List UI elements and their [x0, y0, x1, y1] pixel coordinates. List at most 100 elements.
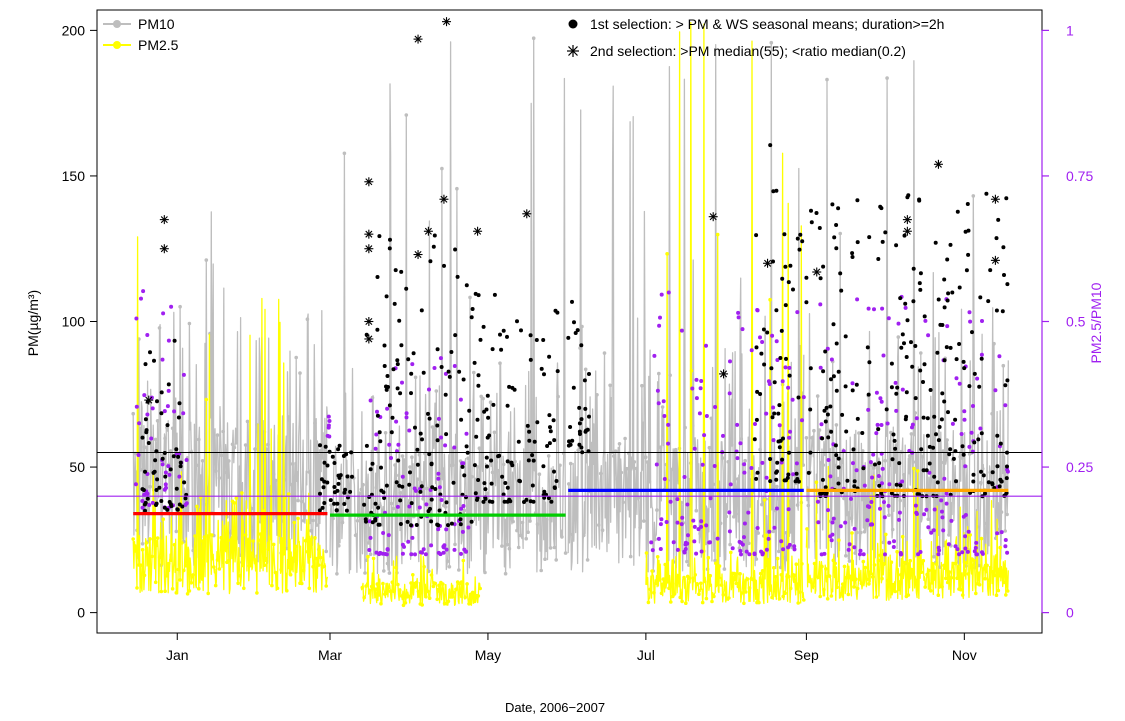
series-1st-selection-point — [395, 386, 400, 391]
series-1st-selection-point — [165, 423, 170, 428]
series-1st-selection-point — [568, 425, 573, 429]
series-1st-selection-point — [957, 285, 962, 290]
series-pm2-5-point — [277, 533, 282, 537]
series-pm10-point — [443, 505, 448, 509]
series-pm2-5-point — [364, 584, 368, 588]
series-pm2-5-point — [138, 563, 143, 567]
series-pm2-5-pm10-point — [869, 500, 874, 504]
series-pm2-5-pm10-point — [945, 324, 950, 329]
series-pm2-5-point — [401, 603, 406, 608]
series-1st-selection-point — [344, 452, 349, 457]
series-1st-selection-point — [797, 247, 802, 252]
series-pm2-5-point — [435, 597, 440, 602]
series-pm2-5-pm10-point — [708, 496, 713, 501]
series-pm2-5-point — [682, 575, 686, 580]
series-pm2-5-pm10-point — [838, 524, 843, 529]
series-pm2-5-pm10-point — [137, 421, 142, 426]
series-pm2-5-point — [919, 570, 924, 574]
series-pm10-point — [698, 531, 702, 536]
series-pm10-point — [300, 499, 304, 504]
series-pm2-5-point — [313, 536, 317, 540]
series-1st-selection-point — [840, 412, 845, 417]
series-pm2-5-point — [753, 579, 757, 583]
series-pm2-5-pm10-point — [413, 488, 418, 493]
series-1st-selection-point — [464, 444, 469, 449]
series-pm10-point — [404, 113, 409, 117]
series-1st-selection-point — [398, 522, 403, 526]
series-pm2-5-pm10-point — [407, 504, 412, 509]
series-pm10-point — [726, 460, 730, 464]
series-pm2-5-point — [949, 576, 954, 580]
series-pm2-5-point — [429, 573, 434, 577]
series-1st-selection-point — [575, 328, 580, 333]
series-pm2-5-pm10-point — [887, 482, 892, 487]
series-pm2-5-point — [715, 232, 720, 237]
series-1st-selection-point — [486, 415, 491, 420]
series-pm2-5-point — [219, 535, 224, 540]
series-pm2-5-pm10-point — [692, 446, 697, 451]
series-1st-selection-point — [878, 204, 883, 209]
series-pm10-point — [355, 519, 360, 523]
series-pm10-point — [526, 530, 530, 534]
series-pm2-5-point — [206, 591, 210, 596]
series-pm10-point — [528, 519, 532, 523]
series-pm2-5-pm10-point — [671, 540, 676, 545]
series-pm10-point — [597, 523, 601, 527]
series-pm10-point — [228, 531, 233, 535]
series-pm10-point — [855, 530, 859, 535]
series-pm2-5-point — [461, 558, 466, 563]
series-1st-selection-point — [768, 457, 773, 461]
series-pm2-5-point — [238, 574, 242, 578]
series-1st-selection-point — [178, 464, 183, 469]
series-pm2-5-pm10-point — [410, 535, 415, 540]
series-1st-selection-point — [852, 484, 857, 489]
series-pm2-5-point — [880, 576, 884, 581]
series-1st-selection-point — [323, 444, 328, 449]
series-pm2-5-pm10-point — [742, 535, 746, 540]
series-pm2-5-point — [386, 585, 391, 590]
series-pm2-5-pm10-point — [429, 543, 434, 548]
series-pm10-point — [860, 449, 865, 453]
series-1st-selection-point — [542, 489, 547, 494]
series-pm10-point — [516, 545, 521, 550]
series-1st-selection-point — [836, 206, 841, 211]
series-1st-selection-point — [398, 391, 403, 396]
series-1st-selection-point — [458, 517, 463, 522]
y-right-tick-label: 1 — [1066, 22, 1074, 38]
series-1st-selection-point — [925, 416, 930, 421]
series-pm2-5-point — [200, 539, 205, 543]
series-pm2-5-pm10-point — [738, 548, 743, 553]
series-1st-selection-point — [509, 461, 514, 465]
series-1st-selection-point — [587, 414, 591, 419]
series-1st-selection-point — [485, 393, 490, 398]
series-pm2-5-point — [665, 252, 669, 256]
y-right-tick-label: 0.75 — [1066, 168, 1093, 184]
legend-pm10-marker — [113, 20, 121, 28]
series-pm2-5-pm10-point — [727, 529, 732, 534]
series-pm10-point — [290, 462, 295, 466]
series-pm2-5-pm10-point — [134, 404, 139, 409]
series-pm10-point — [501, 462, 506, 467]
second-selection-point — [364, 177, 374, 187]
series-pm10-point — [834, 423, 839, 427]
series-pm2-5-point — [663, 562, 667, 567]
series-pm10-point — [320, 456, 325, 460]
series-pm10-point — [1001, 363, 1006, 368]
series-1st-selection-point — [377, 234, 382, 239]
series-1st-selection-point — [936, 297, 941, 302]
series-1st-selection-point — [398, 498, 403, 503]
series-pm2-5-pm10-point — [846, 547, 851, 552]
series-pm2-5-pm10-point — [740, 542, 745, 547]
series-1st-selection-point — [997, 484, 1002, 489]
series-pm2-5-pm10-point — [1003, 544, 1008, 549]
series-pm2-5-pm10-point — [367, 519, 372, 524]
second-selection-point — [159, 244, 169, 254]
series-pm2-5-point — [292, 520, 297, 525]
series-pm10-point — [960, 456, 964, 460]
series-pm2-5-point — [996, 588, 1001, 593]
series-1st-selection-point — [990, 470, 995, 475]
series-1st-selection-point — [472, 360, 477, 365]
series-pm2-5-point — [165, 574, 169, 578]
series-pm2-5-pm10-point — [886, 503, 891, 508]
series-1st-selection-point — [903, 301, 908, 306]
